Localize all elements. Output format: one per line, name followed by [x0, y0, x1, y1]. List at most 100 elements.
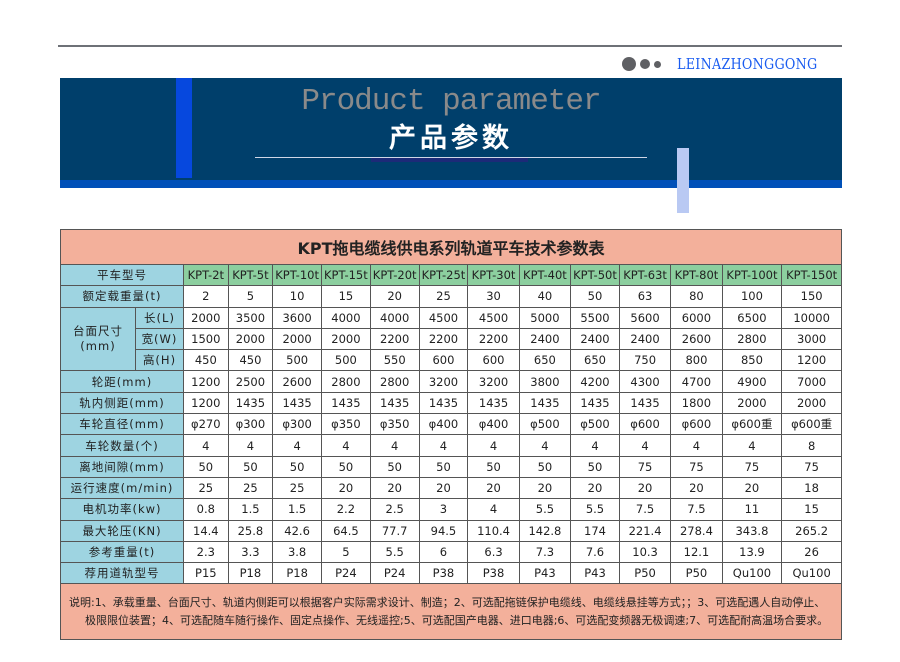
row-label: 参考重量(t)	[60, 540, 184, 564]
dot-icon	[654, 60, 661, 68]
value-cell: 5.5	[369, 540, 420, 564]
value-cell: P43	[570, 562, 620, 585]
value-cell: 2600	[670, 327, 723, 351]
value-cell: 50	[570, 455, 620, 478]
value-cell: φ600重	[781, 413, 842, 436]
value-cell: 1435	[467, 391, 520, 415]
value-cell: φ400	[467, 413, 520, 436]
value-cell: 7.5	[618, 498, 672, 521]
row-label: 最大轮压(KN)	[60, 519, 184, 542]
accent-bar-light	[677, 148, 689, 213]
value-cell: 1200	[183, 370, 229, 393]
value-cell: 5.5	[570, 498, 620, 521]
model-cell: KPT-100t	[721, 263, 783, 287]
value-cell: 0.8	[183, 498, 229, 521]
table-row: 车轮数量(个) 4 4 4 4 4 4 4 4 4 4 4 4 8	[60, 434, 842, 457]
value-cell: P50	[618, 562, 672, 585]
value-cell: 1435	[518, 391, 572, 415]
value-cell: 2400	[618, 327, 672, 351]
value-cell: 4000	[321, 306, 371, 329]
value-cell: 7000	[781, 370, 842, 393]
value-cell: 12.1	[670, 540, 723, 564]
row-label: 车轮直径(mm)	[60, 413, 184, 436]
model-cell: KPT-50t	[570, 263, 620, 287]
value-cell: 2500	[227, 370, 274, 393]
spec-table: KPT拖电缆线供电系列轨道平车技术参数表 平车型号 KPT-2t KPT-5t KPT-…	[60, 229, 842, 641]
value-cell: 3	[418, 498, 469, 521]
value-cell: 3500	[227, 306, 274, 329]
value-cell: 750	[618, 349, 672, 372]
model-cell: KPT-30t	[467, 263, 520, 287]
value-cell: 600	[418, 349, 469, 372]
table-title: KPT拖电缆线供电系列轨道平车技术参数表	[60, 229, 842, 265]
value-cell: 80	[670, 285, 723, 308]
value-cell: φ300	[272, 413, 322, 436]
value-cell: 1435	[369, 391, 420, 415]
value-cell: 25	[227, 476, 274, 500]
table-row: 车轮直径(mm) φ270 φ300 φ300 φ350 φ350 φ400 φ400 φ500…	[60, 413, 842, 436]
table-row: 离地间隙(mm) 50 50 50 50 50 50 50 50 50 75 75 75 75	[60, 455, 842, 478]
row-label: 车轮数量(个)	[60, 434, 184, 457]
value-cell: P18	[227, 562, 274, 585]
value-cell: P15	[183, 562, 229, 585]
notes-text: 说明:1、承载重量、台面尺寸、轨道内侧距可以根据客户实际需求设计、制造；2、可选…	[60, 583, 842, 641]
value-cell: 20	[321, 476, 371, 500]
value-cell: φ600重	[721, 413, 783, 436]
model-cell: KPT-40t	[518, 263, 572, 287]
value-cell: 2200	[467, 327, 520, 351]
value-cell: 450	[183, 349, 229, 372]
row-label: 运行速度(m/min)	[60, 476, 184, 500]
value-cell: 2000	[781, 391, 842, 415]
value-cell: 50	[570, 285, 620, 308]
value-cell: 15	[781, 498, 842, 521]
value-cell: 4	[670, 434, 723, 457]
value-cell: 30	[467, 285, 520, 308]
value-cell: 4	[467, 434, 520, 457]
value-cell: φ350	[369, 413, 420, 436]
value-cell: φ500	[518, 413, 572, 436]
value-cell: 64.5	[321, 519, 371, 542]
value-cell: 2	[183, 285, 229, 308]
value-cell: P18	[272, 562, 322, 585]
value-cell: 4	[227, 434, 274, 457]
value-cell: 4900	[721, 370, 783, 393]
logo: LEINAZHONGGONG	[622, 55, 842, 73]
value-cell: 63	[618, 285, 672, 308]
value-cell: 3.3	[227, 540, 274, 564]
value-cell: 50	[321, 455, 371, 478]
value-cell: 2000	[183, 306, 229, 329]
value-cell: 50	[518, 455, 572, 478]
row-label: 高(H)	[135, 349, 184, 372]
value-cell: 20	[369, 476, 420, 500]
value-cell: 20	[418, 476, 469, 500]
value-cell: φ400	[418, 413, 469, 436]
value-cell: 10000	[781, 306, 842, 329]
value-cell: 6500	[721, 306, 783, 329]
value-cell: 2000	[272, 327, 322, 351]
value-cell: 20	[518, 476, 572, 500]
value-cell: 50	[467, 455, 520, 478]
notes-row: 说明:1、承载重量、台面尺寸、轨道内侧距可以根据客户实际需求设计、制造；2、可选…	[60, 583, 842, 641]
value-cell: 1435	[321, 391, 371, 415]
value-cell: 6000	[670, 306, 723, 329]
dot-icon	[640, 59, 650, 69]
value-cell: 4500	[467, 306, 520, 329]
value-cell: 20	[570, 476, 620, 500]
value-cell: 4500	[418, 306, 469, 329]
banner-title-en: Product parameter	[301, 84, 601, 119]
value-cell: 2600	[272, 370, 322, 393]
value-cell: 1.5	[227, 498, 274, 521]
model-cell: KPT-10t	[272, 263, 322, 287]
value-cell: 75	[618, 455, 672, 478]
value-cell: 1435	[418, 391, 469, 415]
value-cell: 4300	[618, 370, 672, 393]
table-row: 最大轮压(KN) 14.4 25.8 42.6 64.5 77.7 94.5 110.4 142…	[60, 519, 842, 542]
value-cell: 174	[570, 519, 620, 542]
value-cell: P38	[418, 562, 469, 585]
value-cell: 343.8	[721, 519, 783, 542]
title-underline-accent	[371, 158, 528, 162]
accent-bar	[176, 78, 192, 178]
value-cell: φ350	[321, 413, 371, 436]
value-cell: P38	[467, 562, 520, 585]
value-cell: 5	[321, 540, 371, 564]
